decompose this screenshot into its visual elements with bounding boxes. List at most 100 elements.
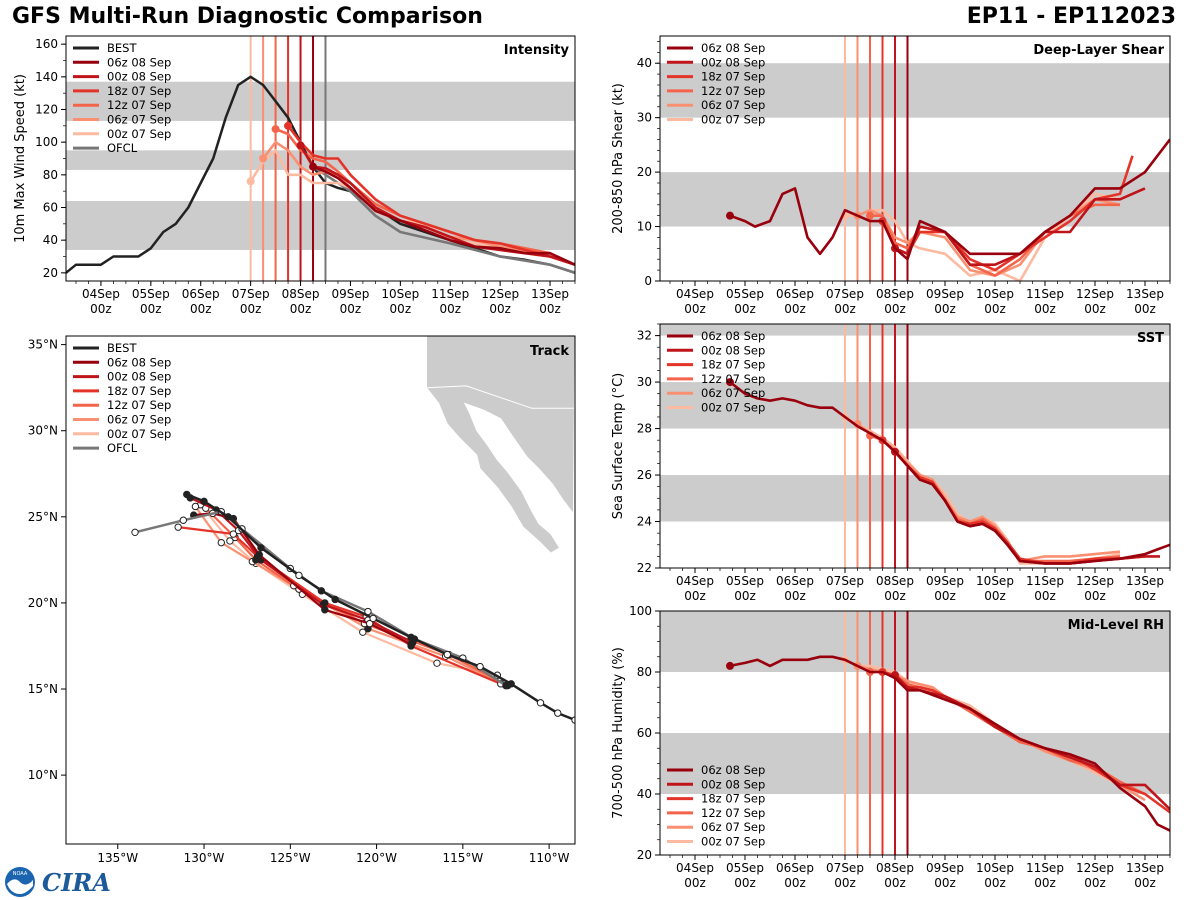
track-point — [507, 680, 515, 688]
intensity-xtick-hour: 00z — [390, 302, 412, 316]
track-ytick-label: 30°N — [28, 424, 58, 438]
shear-xtick-hour: 00z — [984, 302, 1006, 316]
shear-xtick-day: 09Sep — [926, 287, 964, 301]
rh-legend-label: 06z 08 Sep — [701, 763, 765, 777]
rh-ylabel: 700-500 hPa Humidity (%) — [611, 647, 626, 819]
intensity-xtick-day: 05Sep — [132, 287, 170, 301]
shear-frame — [659, 35, 1171, 282]
shear-xtick-hour: 00z — [934, 302, 956, 316]
intensity-series-run_18z07 — [287, 125, 575, 266]
sst-xtick-hour: 00z — [834, 589, 856, 603]
rh-ytick-label: 80 — [637, 665, 652, 679]
intensity-xtick-day: 07Sep — [232, 287, 270, 301]
sst-xtick-day: 08Sep — [876, 574, 914, 588]
track-ytick-label: 25°N — [28, 510, 58, 524]
track-land — [426, 336, 575, 554]
track-point — [331, 595, 339, 604]
shear-ytick-label: 30 — [637, 111, 652, 125]
track-legend-label: BEST — [107, 341, 137, 355]
intensity-legend-label: 06z 07 Sep — [107, 113, 171, 127]
rh-xtick-day: 05Sep — [726, 861, 764, 875]
rh-legend-label: 00z 07 Sep — [701, 835, 765, 849]
track-legend-label: 06z 07 Sep — [107, 413, 171, 427]
rh-xtick-hour: 00z — [884, 876, 906, 890]
track-legend-label: 12z 07 Sep — [107, 398, 171, 412]
track-point — [433, 659, 441, 667]
intensity-init-point — [284, 121, 293, 130]
track-legend-label: 06z 08 Sep — [107, 355, 171, 369]
rh-xtick-day: 13Sep — [1126, 861, 1164, 875]
track-ytick-label: 20°N — [28, 596, 58, 610]
rh-xtick-hour: 00z — [1034, 876, 1056, 890]
track-point — [321, 606, 329, 614]
sst-ytick-label: 32 — [637, 329, 652, 343]
rh-ytick-label: 100 — [629, 604, 652, 618]
cira-logo-text: CIRA — [42, 867, 111, 897]
sst-series-run_06z07 — [856, 422, 1121, 563]
shear-xtick-hour: 00z — [784, 302, 806, 316]
intensity-xtick-hour: 00z — [240, 302, 262, 316]
track-point — [536, 699, 545, 707]
intensity-xtick-hour: 00z — [539, 302, 561, 316]
track-title: Track — [530, 344, 569, 359]
sst-xtick-hour: 00z — [1134, 589, 1156, 603]
shear-xtick-day: 11Sep — [1026, 287, 1064, 301]
track-legend-label: 00z 08 Sep — [107, 370, 171, 384]
intensity-band — [66, 81, 575, 121]
rh-xtick-day: 06Sep — [776, 861, 814, 875]
rh-xtick-hour: 00z — [684, 876, 706, 890]
shear-xtick-day: 08Sep — [876, 287, 914, 301]
sst-ylabel: Sea Surface Temp (°C) — [611, 373, 626, 520]
intensity-legend-label: 06z 08 Sep — [107, 55, 171, 69]
track-legend-label: 18z 07 Sep — [107, 384, 171, 398]
track-xtick-label: 110°W — [529, 851, 570, 865]
track-point — [226, 537, 234, 545]
track-point — [365, 619, 374, 628]
rh-xtick-hour: 00z — [1084, 876, 1106, 890]
intensity-series-ofcl — [312, 165, 575, 275]
track-point — [229, 530, 238, 538]
track-frame — [65, 335, 576, 845]
intensity-ytick-label: 160 — [35, 37, 58, 51]
page-title: GFS Multi-Run Diagnostic Comparison — [12, 4, 483, 29]
rh-legend-label: 18z 07 Sep — [701, 792, 765, 806]
intensity-xtick-day: 09Sep — [331, 287, 369, 301]
shear-ytick-label: 0 — [644, 274, 652, 288]
intensity-xtick-day: 04Sep — [82, 287, 120, 301]
intensity-legend-label: 00z 08 Sep — [107, 70, 171, 84]
intensity-init-point — [296, 141, 305, 150]
sst-xtick-day: 10Sep — [976, 574, 1014, 588]
rh-xtick-day: 10Sep — [976, 861, 1014, 875]
intensity-init-point — [259, 154, 268, 163]
shear-panel: 01020304004Sep00z05Sep00z06Sep00z07Sep00… — [611, 35, 1171, 316]
track-xtick-label: 120°W — [356, 851, 397, 865]
rh-ytick-label: 20 — [637, 848, 652, 862]
intensity-ytick-label: 120 — [35, 103, 58, 117]
shear-xtick-hour: 00z — [1084, 302, 1106, 316]
intensity-panel: 2040608010012014016004Sep00z05Sep00z06Se… — [13, 35, 576, 316]
track-point — [179, 516, 188, 524]
sst-xtick-hour: 00z — [684, 589, 706, 603]
sst-ytick-label: 30 — [637, 375, 652, 389]
intensity-xtick-day: 10Sep — [381, 287, 419, 301]
rh-xtick-day: 07Sep — [826, 861, 864, 875]
sst-xtick-day: 09Sep — [926, 574, 964, 588]
shear-xtick-hour: 00z — [734, 302, 756, 316]
intensity-init-point — [271, 125, 280, 134]
sst-band — [660, 382, 1170, 429]
intensity-xtick-day: 12Sep — [481, 287, 519, 301]
sst-xtick-day: 11Sep — [1026, 574, 1064, 588]
sst-legend-label: 06z 07 Sep — [701, 386, 765, 400]
sst-init-point — [726, 378, 734, 387]
shear-xtick-day: 05Sep — [726, 287, 764, 301]
track-series-best — [186, 493, 575, 722]
shear-init-point — [726, 211, 734, 220]
sst-legend-label: 18z 07 Sep — [701, 358, 765, 372]
intensity-ytick-label: 60 — [43, 201, 58, 215]
rh-xtick-hour: 00z — [734, 876, 756, 890]
track-point — [443, 650, 452, 659]
intensity-xtick-hour: 00z — [340, 302, 362, 316]
shear-series-run_00z07 — [845, 192, 1134, 281]
shear-xtick-hour: 00z — [1034, 302, 1056, 316]
